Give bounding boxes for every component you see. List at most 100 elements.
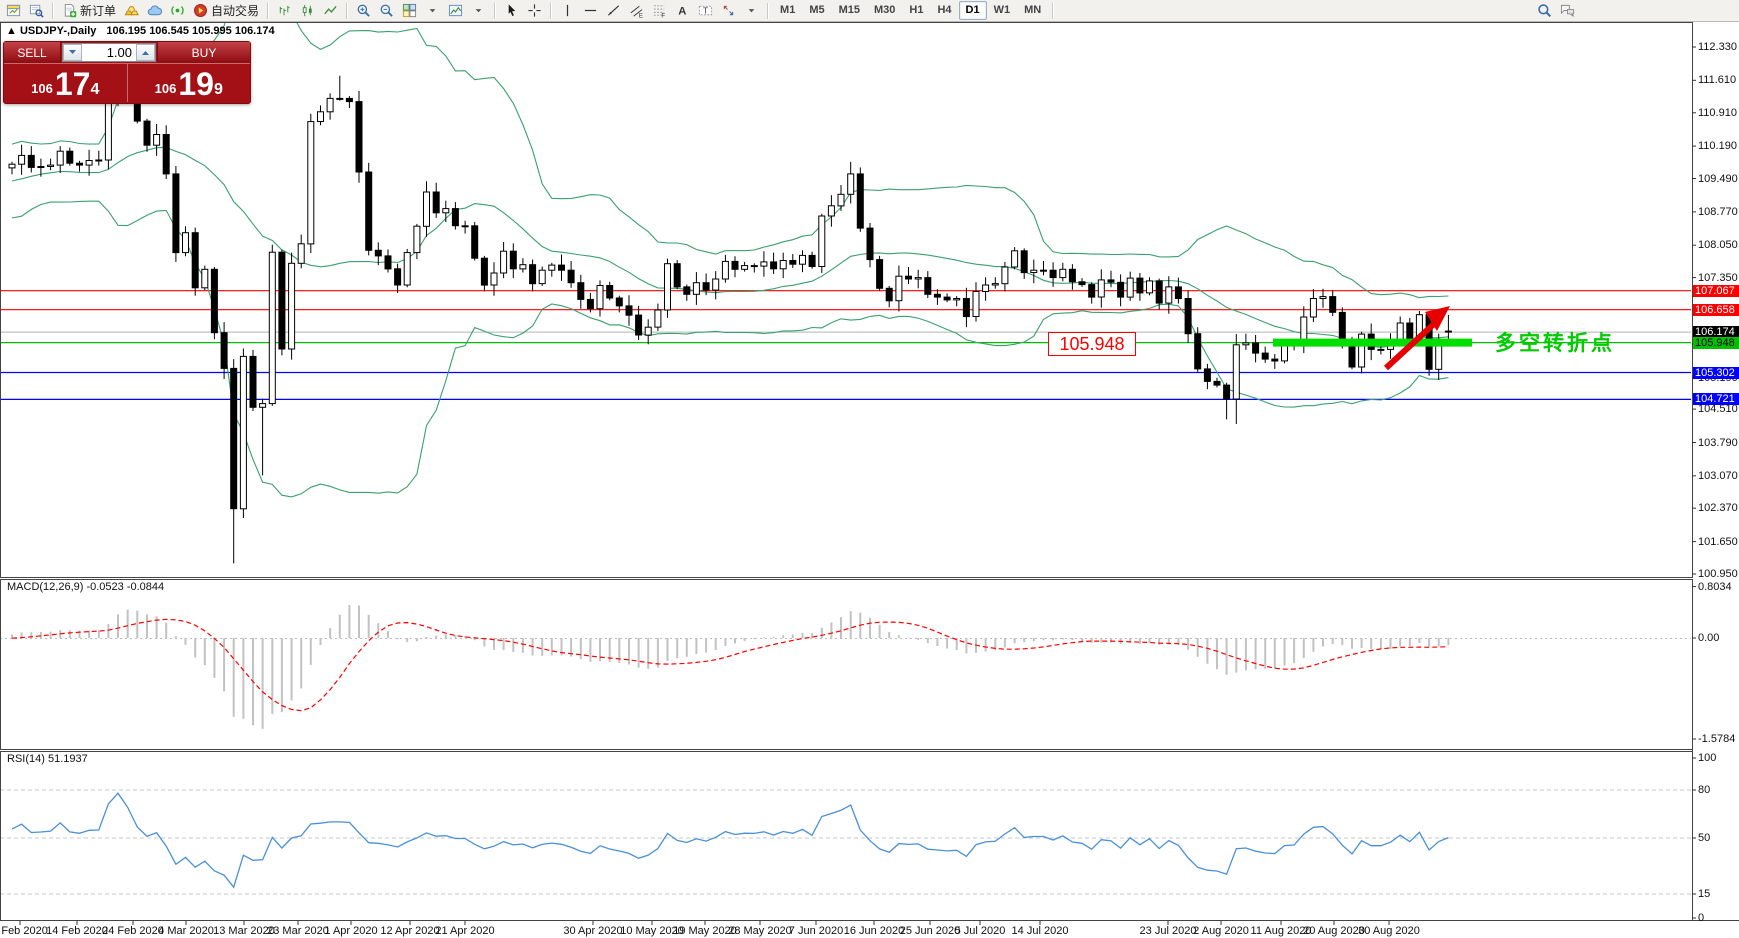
- cloud-icon: [147, 5, 163, 16]
- chart-image-icon[interactable]: [444, 0, 467, 21]
- chart-window-icon: [6, 4, 21, 17]
- svg-text:E: E: [639, 13, 643, 18]
- chart-window-icon[interactable]: [2, 0, 25, 21]
- fibonacci-icon: F: [653, 5, 665, 18]
- timeframe-button-M5[interactable]: M5: [809, 4, 825, 16]
- cursor-icon: [508, 4, 516, 16]
- volume-decrease-button[interactable]: [63, 44, 82, 61]
- vline-icon[interactable]: [556, 0, 579, 21]
- bollinger-lower-band: [11, 200, 1449, 498]
- volume-spinner: [62, 43, 156, 62]
- chart-ohlc-values: 106.195 106.545 105.995 106.174: [106, 25, 275, 37]
- timeframe-button-D1[interactable]: D1: [958, 1, 987, 20]
- chat-icon: [1560, 4, 1575, 17]
- bar-chart-icon[interactable]: [273, 0, 296, 21]
- caret-down-icon: [475, 9, 482, 13]
- toolbar-separator: [550, 2, 553, 19]
- caret-down-icon[interactable]: [740, 0, 763, 21]
- chart-panel-border: [0, 751, 1693, 921]
- sell-price-big: 17: [54, 66, 91, 102]
- turning-point-annotation[interactable]: 多空转折点: [1495, 332, 1615, 355]
- tile-windows-icon[interactable]: [398, 0, 421, 21]
- tile-windows-icon: [402, 3, 417, 18]
- fibonacci-icon[interactable]: F: [648, 0, 671, 21]
- volume-input[interactable]: [82, 44, 136, 61]
- new-order-icon: [64, 3, 77, 18]
- search-icon: [1538, 4, 1552, 18]
- zoom-in-icon: [357, 4, 370, 17]
- svg-text:T: T: [703, 6, 708, 15]
- cursor-icon[interactable]: [500, 0, 523, 21]
- text-icon[interactable]: A: [671, 0, 694, 21]
- buy-price[interactable]: 106 19 9: [128, 64, 251, 102]
- toolbar-separator: [346, 2, 349, 19]
- bollinger-middle-band: [11, 146, 1449, 348]
- toolbar-separator: [52, 2, 54, 19]
- candle-chart-icon: [302, 4, 312, 17]
- chart-title: ▲ USDJPY-,Daily 106.195 106.545 105.995 1…: [6, 25, 275, 37]
- data-window-icon[interactable]: [25, 0, 48, 21]
- chart-panel-border: [0, 579, 1693, 750]
- gold-icon: [124, 6, 139, 16]
- crosshair-icon[interactable]: [523, 0, 546, 21]
- trendline-icon[interactable]: [602, 0, 625, 21]
- svg-text:A: A: [678, 6, 686, 18]
- signal-icon[interactable]: [166, 0, 189, 21]
- trend-arrow-head: [1425, 306, 1450, 331]
- rsi-line: [11, 792, 1449, 889]
- crosshair-icon: [528, 4, 541, 17]
- sell-price-prefix: 106: [31, 81, 53, 96]
- macd-signal-line: [11, 618, 1449, 712]
- timeframe-button-W1[interactable]: W1: [993, 4, 1011, 16]
- caret-down-icon[interactable]: [467, 0, 490, 21]
- timeframe-button-M30[interactable]: M30: [874, 4, 896, 16]
- chat-icon[interactable]: [1556, 0, 1579, 21]
- toolbar-button-label: 自动交易: [211, 4, 260, 18]
- main-toolbar: 新订单 自动交易 E F A T M1 M5 M15 M30 H1 H4 D1 W1 MN: [0, 0, 1739, 22]
- arrows-icon[interactable]: [717, 0, 740, 21]
- caret-down-icon: [69, 50, 76, 54]
- line-chart-icon: [324, 5, 337, 15]
- channel-icon[interactable]: E: [625, 0, 648, 21]
- cloud-icon[interactable]: [143, 0, 166, 21]
- line-chart-icon[interactable]: [319, 0, 342, 21]
- textlabel-icon[interactable]: T: [694, 0, 717, 21]
- trend-arrow[interactable]: [1383, 319, 1439, 371]
- search-icon[interactable]: [1533, 0, 1556, 21]
- price-level-callout[interactable]: 105.948: [1048, 332, 1136, 356]
- zoom-out-icon[interactable]: [375, 0, 398, 21]
- sell-price[interactable]: 106 17 4: [4, 64, 128, 102]
- sell-button[interactable]: SELL: [4, 42, 61, 63]
- caret-down-icon[interactable]: [421, 0, 444, 21]
- buy-price-sup: 9: [213, 81, 223, 98]
- autotrade-icon[interactable]: 自动交易: [189, 0, 263, 21]
- toolbar-right-group: [1533, 0, 1579, 21]
- new-order-icon[interactable]: 新订单: [58, 0, 120, 21]
- volume-increase-button[interactable]: [136, 44, 155, 61]
- candle-chart-icon[interactable]: [296, 0, 319, 21]
- trendline-icon: [607, 5, 620, 16]
- chart-image-icon: [448, 4, 463, 17]
- gold-icon[interactable]: [120, 0, 143, 21]
- autotrade-icon: [194, 4, 207, 17]
- textlabel-icon: T: [698, 5, 713, 15]
- timeframe-button-MN[interactable]: MN: [1024, 4, 1042, 16]
- zoom-in-icon[interactable]: [352, 0, 375, 21]
- bollinger-upper-band: [11, 23, 1449, 299]
- sell-price-sup: 4: [90, 81, 100, 98]
- toolbar-separator: [767, 2, 770, 19]
- trend-highlight-bar[interactable]: [1273, 338, 1472, 347]
- buy-button[interactable]: BUY: [157, 42, 250, 63]
- timeframe-button-H4[interactable]: H4: [937, 4, 952, 16]
- toolbar-button-label: 新订单: [80, 4, 117, 18]
- timeframe-button-M15[interactable]: M15: [838, 4, 860, 16]
- hline-icon[interactable]: [579, 0, 602, 21]
- arrows-icon: [723, 5, 734, 16]
- caret-up-icon: [142, 51, 149, 55]
- caret-down-icon: [748, 9, 755, 13]
- timeframe-button-M1[interactable]: M1: [780, 4, 796, 16]
- timeframe-button-H1[interactable]: H1: [909, 4, 924, 16]
- toolbar-separator: [494, 2, 497, 19]
